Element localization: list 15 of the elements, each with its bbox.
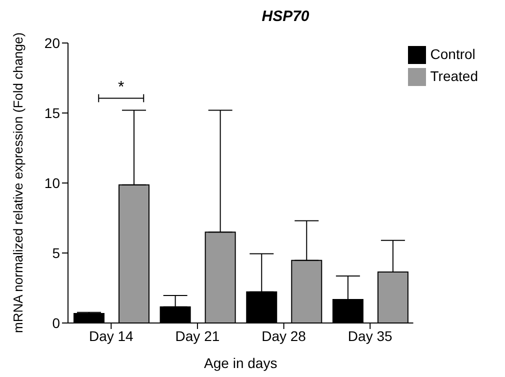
y-tick-label: 0 [52,314,60,331]
x-tick-label: Day 28 [262,328,306,344]
x-tick-label: Day 35 [348,328,392,344]
legend-label: Treated [430,68,478,84]
x-axis-title: Age in days [204,355,278,371]
x-tick-label: Day 21 [175,328,220,344]
y-axis-title: mRNA normalized relative expression (Fold change) [10,32,26,333]
y-tick-label: 20 [44,34,60,51]
y-tick-label: 15 [44,104,60,121]
x-tick-label: Day 14 [88,328,134,344]
chart-title: HSP70 [260,8,310,27]
y-tick-label: 5 [52,244,60,261]
legend-label: Control [430,46,476,62]
annotation: * [118,79,124,96]
y-tick-label: 10 [44,174,60,191]
